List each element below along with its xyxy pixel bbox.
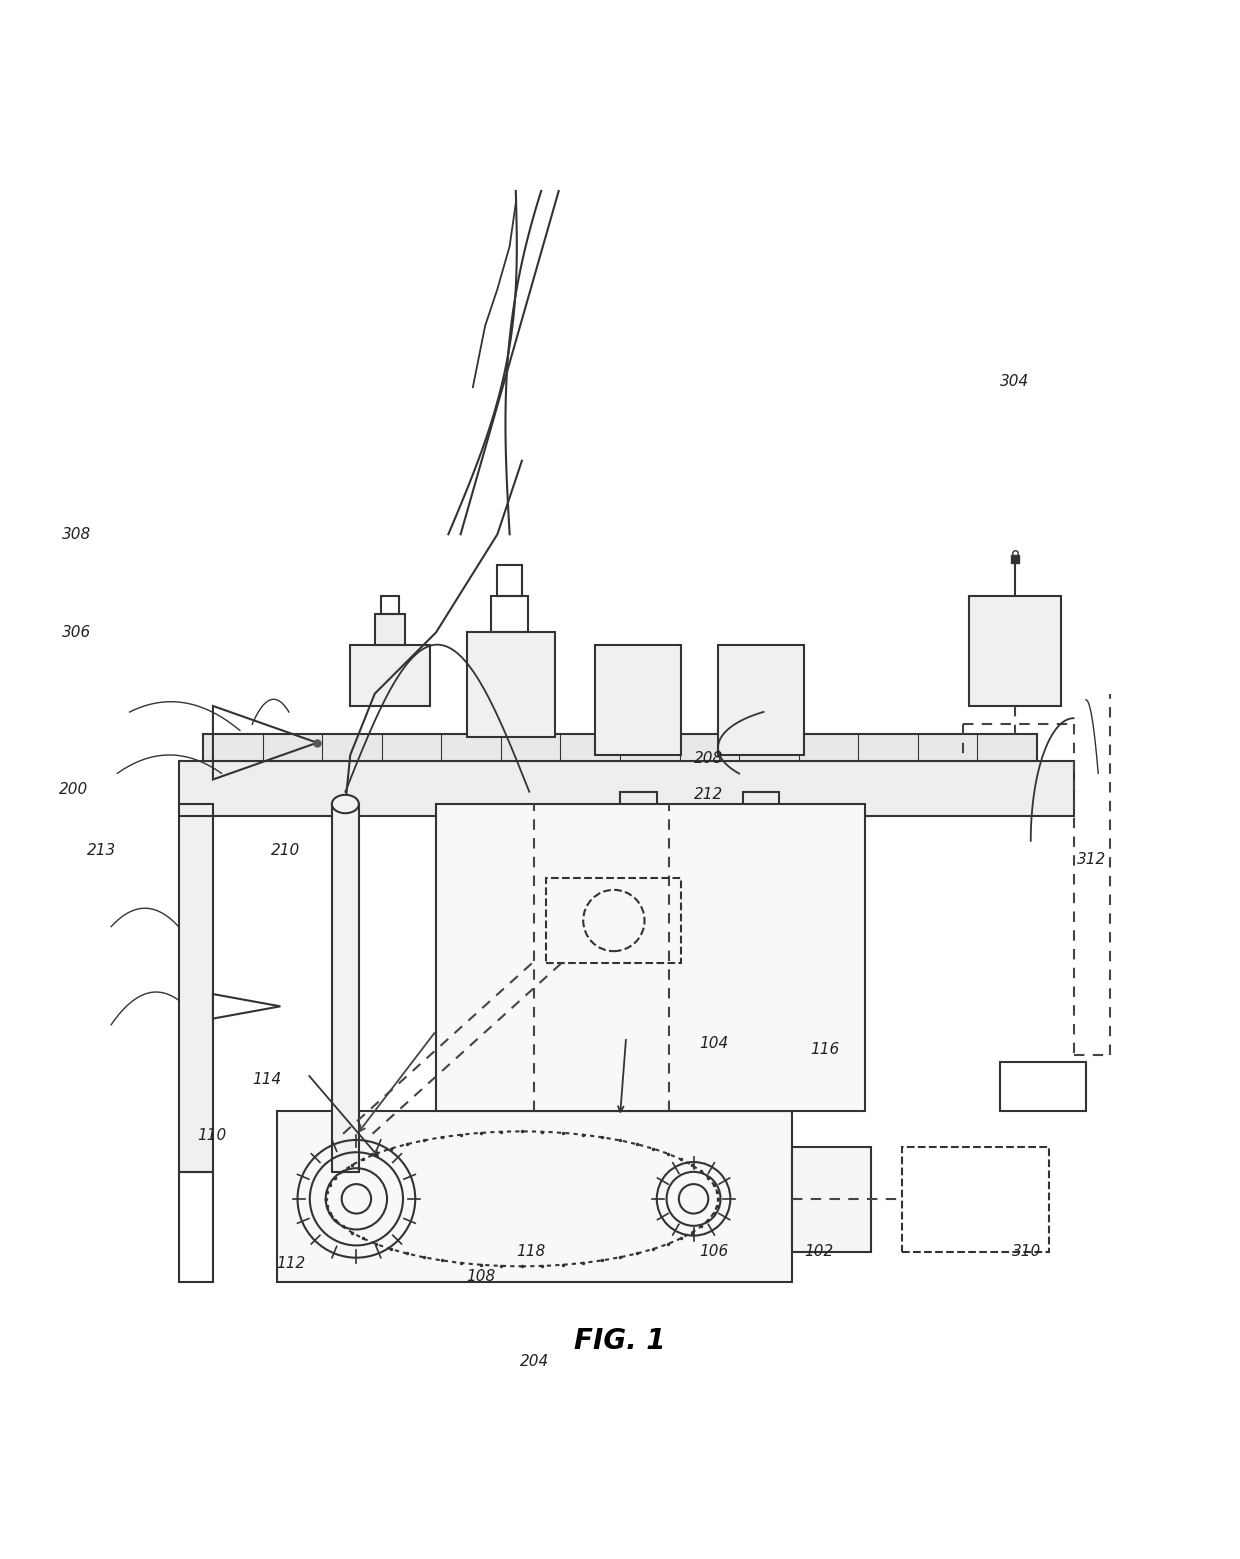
Polygon shape (608, 755, 670, 792)
Polygon shape (730, 755, 791, 792)
Ellipse shape (332, 795, 358, 814)
Bar (620, 792, 657, 823)
Text: 210: 210 (270, 843, 300, 857)
Bar (374, 614, 405, 644)
Text: 106: 106 (699, 1244, 729, 1260)
Text: 308: 308 (62, 527, 92, 543)
Text: 212: 212 (693, 787, 723, 801)
Bar (350, 644, 430, 706)
Bar (203, 734, 1037, 761)
Bar (497, 564, 522, 596)
Bar (595, 644, 681, 755)
Text: 112: 112 (277, 1257, 306, 1271)
Text: 204: 204 (520, 1355, 549, 1369)
Text: 102: 102 (804, 1244, 833, 1260)
Bar (179, 804, 213, 1172)
Text: 304: 304 (1001, 374, 1029, 388)
Bar (381, 596, 399, 614)
Text: 310: 310 (1012, 1244, 1042, 1260)
Text: FIG. 1: FIG. 1 (574, 1327, 666, 1355)
Text: 208: 208 (693, 751, 723, 765)
Bar (332, 804, 358, 1172)
Bar (179, 1172, 213, 1281)
Bar (466, 633, 556, 736)
Bar (718, 644, 804, 755)
Text: 104: 104 (699, 1035, 729, 1051)
Text: 114: 114 (252, 1073, 281, 1087)
Bar (1001, 1062, 1086, 1110)
Text: 110: 110 (197, 1127, 226, 1143)
Bar (791, 1147, 872, 1252)
Bar (901, 1147, 1049, 1252)
Text: 118: 118 (516, 1244, 546, 1260)
Text: 306: 306 (62, 625, 92, 639)
Text: 312: 312 (1078, 851, 1106, 867)
Bar (277, 1110, 791, 1281)
Bar (970, 596, 1061, 706)
Text: 213: 213 (87, 843, 115, 857)
Text: 116: 116 (810, 1041, 839, 1057)
Bar (547, 878, 681, 963)
Bar (179, 761, 1074, 817)
Text: 200: 200 (58, 781, 88, 797)
Bar (436, 804, 866, 1110)
Bar (491, 596, 528, 633)
Bar (743, 792, 780, 823)
Text: 108: 108 (466, 1269, 496, 1283)
